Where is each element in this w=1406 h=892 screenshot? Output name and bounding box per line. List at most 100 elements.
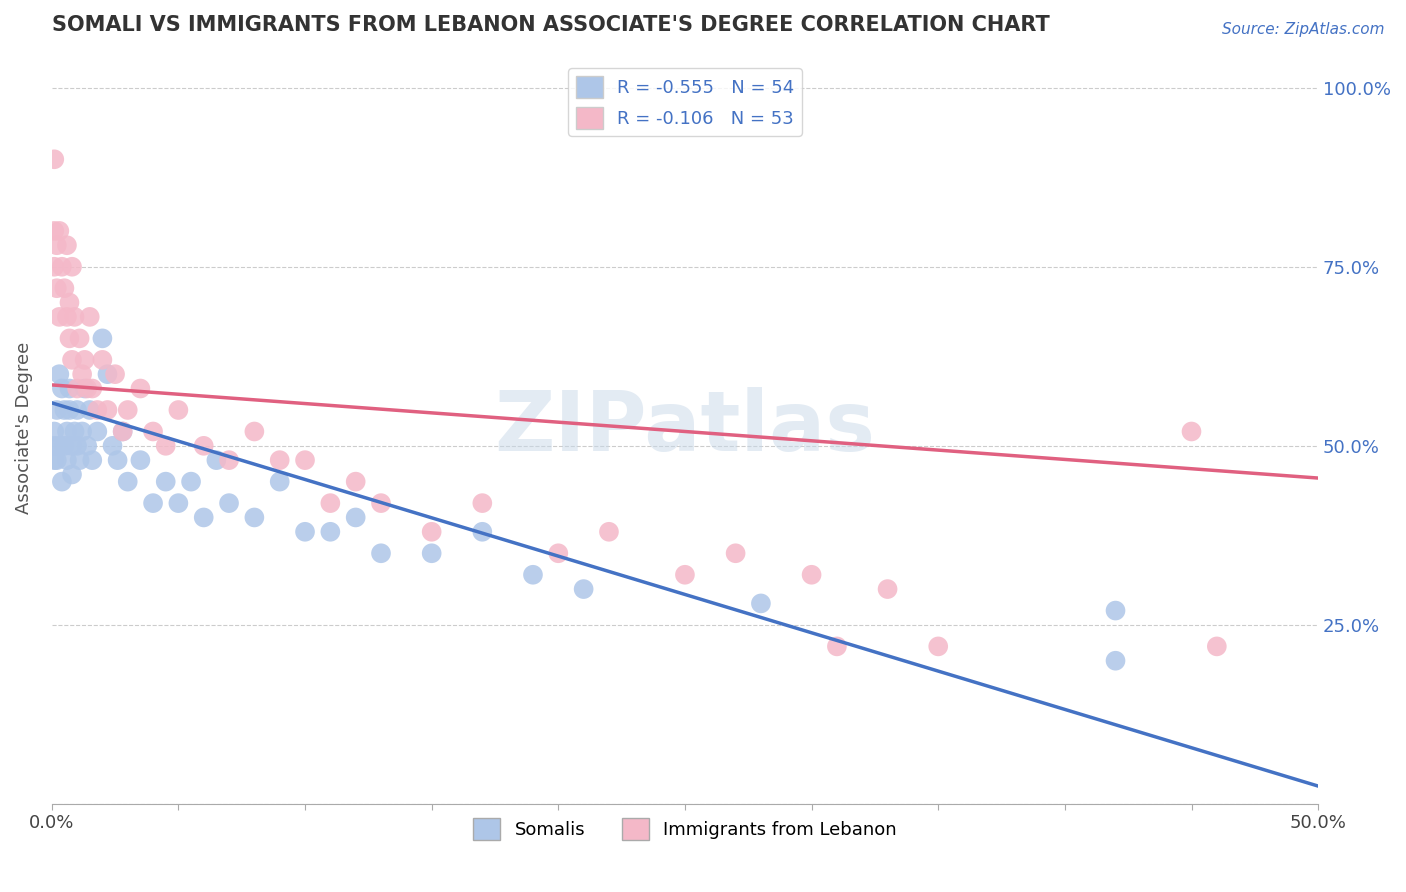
Point: [876, 582, 898, 596]
Point: [572, 582, 595, 596]
Point: [73, 382, 96, 396]
Point: [117, 475, 139, 489]
Point: [101, 439, 124, 453]
Text: SOMALI VS IMMIGRANTS FROM LEBANON ASSOCIATE'S DEGREE CORRELATION CHART: SOMALI VS IMMIGRANTS FROM LEBANON ASSOCI…: [52, 15, 1049, 35]
Point: [294, 524, 316, 539]
Point: [44, 153, 66, 167]
Point: [927, 640, 949, 654]
Point: [111, 425, 134, 439]
Point: [48, 224, 70, 238]
Point: [243, 510, 266, 524]
Point: [420, 546, 443, 560]
Point: [471, 524, 494, 539]
Point: [1104, 603, 1126, 617]
Point: [218, 453, 240, 467]
Point: [269, 453, 291, 467]
Point: [56, 238, 79, 252]
Point: [79, 403, 101, 417]
Point: [58, 403, 80, 417]
Point: [56, 425, 79, 439]
Point: [205, 453, 228, 467]
Point: [48, 439, 70, 453]
Point: [69, 331, 91, 345]
Legend: R = -0.555   N = 54, R = -0.106   N = 53: R = -0.555 N = 54, R = -0.106 N = 53: [568, 69, 801, 136]
Point: [344, 510, 367, 524]
Point: [51, 382, 73, 396]
Point: [63, 425, 86, 439]
Point: [800, 567, 823, 582]
Point: [60, 439, 83, 453]
Point: [155, 439, 177, 453]
Point: [86, 403, 108, 417]
Point: [86, 425, 108, 439]
Point: [45, 403, 67, 417]
Point: [73, 352, 96, 367]
Point: [104, 367, 127, 381]
Point: [44, 224, 66, 238]
Point: [344, 475, 367, 489]
Point: [58, 382, 80, 396]
Point: [96, 403, 118, 417]
Point: [598, 524, 620, 539]
Point: [1180, 425, 1202, 439]
Point: [66, 382, 89, 396]
Point: [63, 310, 86, 324]
Point: [269, 475, 291, 489]
Point: [117, 403, 139, 417]
Point: [58, 295, 80, 310]
Point: [370, 496, 392, 510]
Point: [60, 260, 83, 274]
Point: [1205, 640, 1227, 654]
Point: [218, 496, 240, 510]
Point: [825, 640, 848, 654]
Point: [76, 439, 98, 453]
Point: [167, 496, 190, 510]
Point: [294, 453, 316, 467]
Point: [319, 496, 342, 510]
Point: [142, 496, 165, 510]
Point: [53, 439, 76, 453]
Point: [56, 453, 79, 467]
Point: [60, 352, 83, 367]
Point: [45, 453, 67, 467]
Y-axis label: Associate's Degree: Associate's Degree: [15, 342, 32, 514]
Point: [58, 331, 80, 345]
Point: [193, 510, 215, 524]
Point: [129, 453, 152, 467]
Point: [53, 281, 76, 295]
Point: [48, 310, 70, 324]
Point: [180, 475, 202, 489]
Point: [66, 439, 89, 453]
Point: [44, 439, 66, 453]
Point: [69, 453, 91, 467]
Point: [70, 425, 93, 439]
Text: Source: ZipAtlas.com: Source: ZipAtlas.com: [1222, 22, 1385, 37]
Point: [129, 382, 152, 396]
Point: [547, 546, 569, 560]
Point: [51, 475, 73, 489]
Point: [56, 310, 79, 324]
Point: [749, 596, 772, 610]
Point: [48, 367, 70, 381]
Point: [44, 425, 66, 439]
Point: [319, 524, 342, 539]
Point: [1104, 654, 1126, 668]
Point: [44, 453, 66, 467]
Point: [243, 425, 266, 439]
Point: [155, 475, 177, 489]
Point: [96, 367, 118, 381]
Point: [45, 238, 67, 252]
Text: ZIPatlas: ZIPatlas: [495, 387, 876, 468]
Point: [91, 352, 114, 367]
Point: [66, 403, 89, 417]
Point: [370, 546, 392, 560]
Point: [70, 367, 93, 381]
Point: [82, 453, 104, 467]
Point: [107, 453, 129, 467]
Point: [522, 567, 544, 582]
Point: [193, 439, 215, 453]
Point: [79, 310, 101, 324]
Point: [60, 467, 83, 482]
Point: [673, 567, 696, 582]
Point: [82, 382, 104, 396]
